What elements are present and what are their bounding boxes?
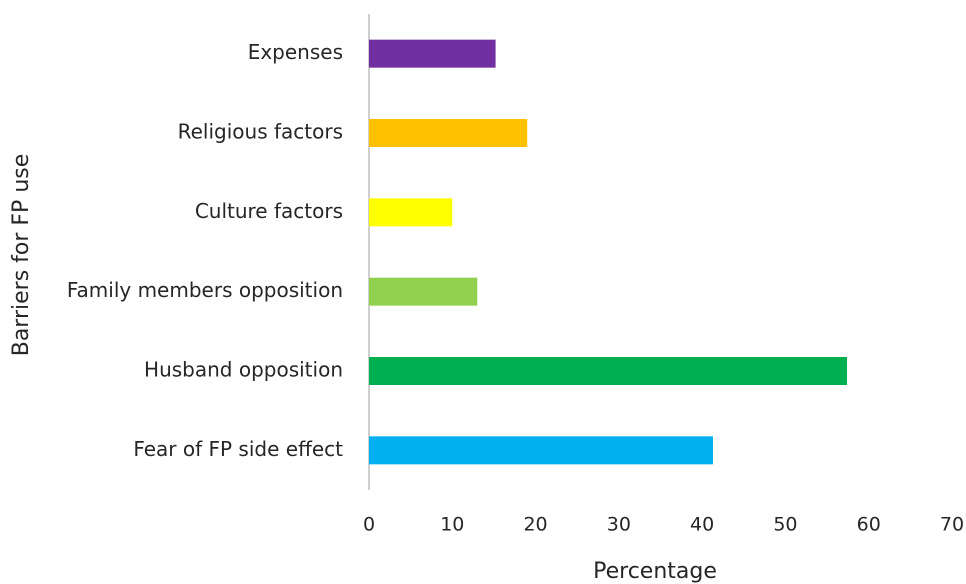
y-tick-label: Culture factors xyxy=(195,199,343,223)
x-tick-label: 40 xyxy=(690,514,714,536)
x-tick-label: 60 xyxy=(857,514,881,536)
y-axis-label: Barriers for FP use xyxy=(9,154,34,357)
y-tick-label: Husband opposition xyxy=(144,358,343,382)
y-tick-label: Expenses xyxy=(248,40,343,64)
y-tick-label: Fear of FP side effect xyxy=(133,437,343,461)
x-axis-label: Percentage xyxy=(593,559,717,584)
x-tick-label: 50 xyxy=(773,514,797,536)
x-tick-label: 10 xyxy=(440,514,464,536)
bar xyxy=(369,436,713,465)
y-tick-label: Religious factors xyxy=(178,120,343,144)
bar xyxy=(369,119,528,147)
x-tick-label: 70 xyxy=(940,514,964,536)
bar xyxy=(369,277,478,306)
bar xyxy=(369,198,453,227)
y-tick-label: Family members opposition xyxy=(67,278,343,302)
x-tick-label: 30 xyxy=(607,514,631,536)
x-tick-label: 20 xyxy=(523,514,547,536)
bar xyxy=(369,357,848,385)
x-tick-label: 0 xyxy=(363,514,375,536)
bar xyxy=(369,39,496,68)
